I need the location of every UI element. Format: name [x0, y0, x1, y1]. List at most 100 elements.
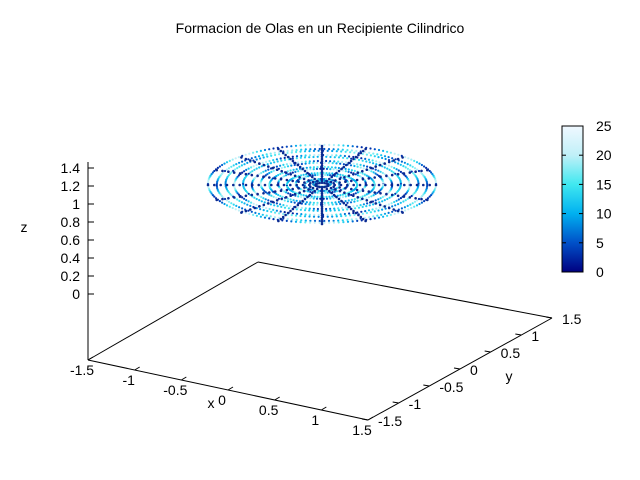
- surface-point: [339, 173, 342, 176]
- surface-point: [237, 156, 240, 159]
- surface-point: [387, 156, 390, 159]
- surface-spoke-point: [377, 183, 381, 187]
- surface-point: [268, 171, 271, 175]
- surface-point: [275, 192, 278, 195]
- surface-point: [332, 168, 335, 171]
- surface-point: [259, 149, 262, 152]
- surface-point: [350, 149, 353, 152]
- surface-spoke-point: [325, 187, 329, 191]
- surface-spoke-point: [302, 177, 306, 181]
- surface-spoke-point: [301, 183, 305, 187]
- surface-point: [300, 206, 303, 210]
- surface-point: [404, 156, 407, 159]
- surface-point: [327, 161, 330, 164]
- surface-point: [261, 213, 264, 216]
- surface-point: [262, 197, 265, 200]
- surface-point: [382, 149, 385, 152]
- surface-point: [356, 165, 359, 168]
- surface-spoke-point: [301, 167, 304, 171]
- surface-spoke-point: [337, 197, 341, 201]
- x-tick-label: -0.5: [163, 382, 187, 398]
- surface-point: [309, 219, 312, 222]
- surface-point: [344, 170, 347, 173]
- surface-spoke-point: [326, 182, 330, 186]
- surface-spoke-point: [320, 198, 324, 202]
- surface-spoke-point: [378, 203, 382, 207]
- x-tick-label: 0.5: [259, 402, 279, 418]
- surface-point: [241, 207, 244, 210]
- surface-point: [357, 158, 361, 161]
- surface-point: [287, 192, 290, 195]
- surface-spoke-point: [349, 159, 353, 163]
- surface-spoke-point: [308, 173, 312, 177]
- surface-point: [376, 214, 379, 217]
- surface-point: [391, 157, 394, 160]
- surface-spoke-point: [280, 197, 284, 201]
- surface-point: [312, 149, 316, 152]
- surface-point: [304, 148, 307, 151]
- surface-point: [315, 197, 319, 200]
- y-tick-label: -1.5: [378, 413, 402, 429]
- surface-point: [272, 147, 275, 150]
- surface-point: [379, 197, 382, 200]
- surface-point: [323, 219, 326, 223]
- surface-spoke-point: [294, 205, 297, 209]
- surface-point: [281, 172, 284, 175]
- surface-point: [375, 207, 378, 210]
- surface-point: [245, 199, 248, 202]
- surface-spoke-point: [396, 157, 400, 161]
- z-tick-label: 1: [72, 196, 80, 212]
- z-tick-label: 1.4: [61, 160, 81, 176]
- surface-point: [274, 211, 277, 214]
- surface-spoke-point: [301, 199, 304, 203]
- surface-point: [330, 166, 333, 169]
- surface-point: [286, 197, 289, 200]
- surface-spoke-point: [342, 201, 346, 205]
- surface-point: [358, 190, 361, 193]
- surface-point: [247, 172, 250, 175]
- surface-point: [276, 160, 279, 163]
- surface-point: [354, 173, 357, 176]
- surface-point: [308, 215, 311, 218]
- surface-spoke-point: [249, 208, 252, 211]
- surface-spoke-point: [291, 159, 295, 163]
- surface-point: [323, 203, 326, 206]
- z-tick-label: 0.8: [61, 214, 81, 230]
- surface-point: [413, 205, 416, 208]
- surface-point: [353, 198, 356, 201]
- surface-point: [346, 201, 349, 204]
- surface-point: [383, 194, 386, 197]
- surface-point: [418, 202, 421, 206]
- surface-spoke-point: [311, 191, 314, 195]
- surface-spoke-point: [364, 147, 367, 151]
- surface-point: [273, 161, 276, 164]
- surface-point: [264, 198, 267, 201]
- surface-point: [223, 162, 226, 165]
- surface-spoke-point: [396, 183, 400, 187]
- surface-point: [373, 155, 376, 158]
- surface-point: [319, 191, 322, 194]
- surface-point: [316, 203, 319, 206]
- surface-point: [408, 169, 411, 172]
- surface-spoke-point: [343, 176, 346, 179]
- surface-point: [411, 165, 414, 168]
- surface-spoke-point: [320, 203, 324, 206]
- surface-spoke-point: [251, 183, 254, 187]
- surface-point: [377, 148, 381, 152]
- surface-point: [328, 143, 331, 146]
- surface-point: [296, 161, 300, 164]
- colorbar-tick-label: 0: [596, 264, 604, 280]
- surface-point: [286, 200, 290, 203]
- surface-point: [339, 213, 342, 216]
- surface-point: [264, 174, 267, 177]
- surface-point: [335, 154, 338, 157]
- surface-point: [339, 202, 342, 205]
- surface-point: [305, 166, 308, 169]
- surface-point: [267, 199, 270, 202]
- surface-point: [296, 206, 300, 209]
- surface-point: [279, 210, 282, 213]
- surface-point: [344, 150, 347, 153]
- surface-point: [341, 188, 344, 191]
- surface-point: [221, 163, 224, 167]
- surface-point: [360, 210, 363, 213]
